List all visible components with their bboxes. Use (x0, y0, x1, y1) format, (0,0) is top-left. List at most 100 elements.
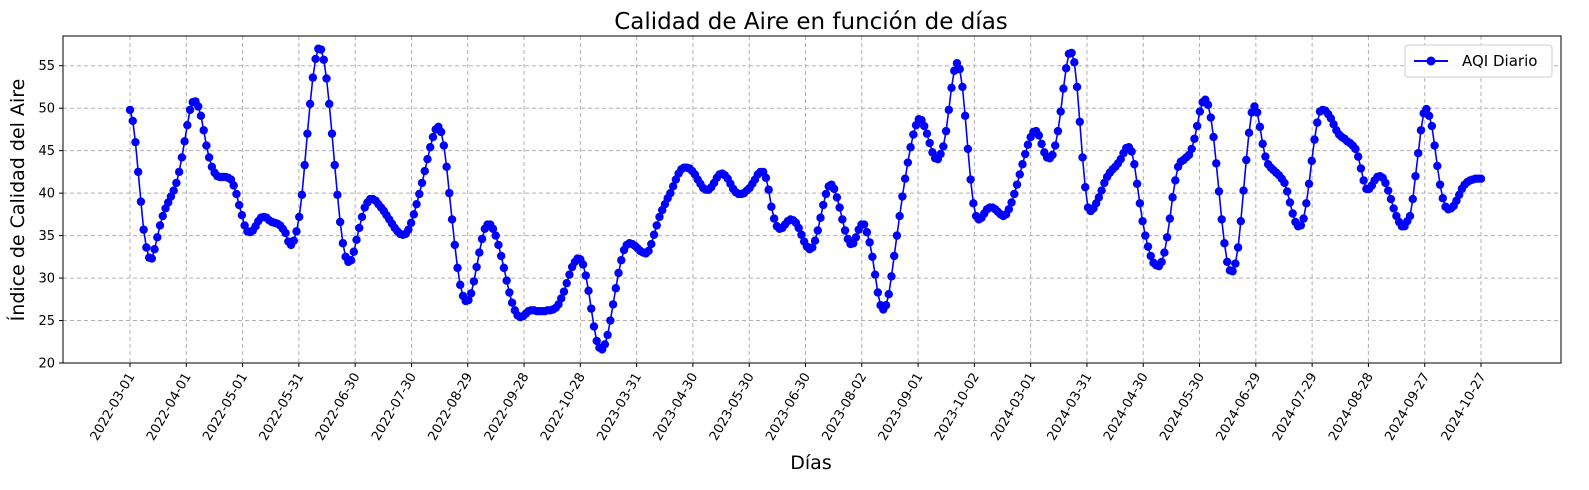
x-tick-label: 2023-04-30 (651, 371, 702, 444)
data-point (1258, 140, 1266, 148)
data-point (1171, 176, 1179, 184)
data-point (470, 277, 478, 285)
data-point (322, 74, 330, 82)
x-tick-label: 2024-07-29 (1270, 371, 1321, 444)
plot-frame (63, 36, 1561, 363)
data-point (1160, 248, 1168, 256)
data-point (874, 288, 882, 296)
data-point (1283, 187, 1291, 195)
data-point (429, 133, 437, 141)
data-point (467, 289, 475, 297)
data-point (230, 181, 238, 189)
data-point (497, 252, 505, 260)
data-point (350, 248, 358, 256)
data-point (816, 214, 824, 222)
data-point (1138, 217, 1146, 225)
data-point (961, 112, 969, 120)
data-point (1436, 180, 1444, 188)
data-point (1280, 179, 1288, 187)
data-point (412, 200, 420, 208)
data-point (492, 231, 500, 239)
data-point (1048, 151, 1056, 159)
x-tick-label: 2024-03-31 (1045, 371, 1096, 444)
data-point (579, 260, 587, 268)
data-point (562, 279, 570, 287)
data-point (1212, 159, 1220, 167)
data-point (352, 236, 360, 244)
data-point (1299, 214, 1307, 222)
data-point (456, 281, 464, 289)
data-point (1067, 49, 1075, 57)
data-point (421, 167, 429, 175)
legend-entry-aqi-diario: AQI Diario (1462, 52, 1537, 70)
data-point (1007, 198, 1015, 206)
data-point (183, 121, 191, 129)
y-axis-ticks: 2025303540455055 (38, 59, 63, 371)
data-point (609, 300, 617, 308)
data-point (1256, 123, 1264, 131)
y-tick-label: 35 (38, 229, 55, 244)
data-point (295, 213, 303, 221)
data-point (292, 227, 300, 235)
data-point (317, 45, 325, 53)
data-point (860, 220, 868, 228)
data-point (1425, 112, 1433, 120)
data-point (1207, 113, 1215, 121)
data-point (1351, 145, 1359, 153)
x-tick-label: 2023-03-31 (594, 371, 645, 444)
data-point (1242, 156, 1250, 164)
data-point (306, 100, 314, 108)
data-point (1056, 107, 1064, 115)
data-point (1439, 194, 1447, 202)
data-point (426, 143, 434, 151)
data-point (923, 129, 931, 137)
data-point (415, 190, 423, 198)
data-point (1381, 179, 1389, 187)
data-point (1193, 122, 1201, 130)
data-point (1231, 259, 1239, 267)
data-point (1078, 153, 1086, 161)
data-point (1228, 267, 1236, 275)
data-point (1245, 129, 1253, 137)
data-point (148, 254, 156, 262)
y-axis-label: Índice de Calidad del Aire (6, 79, 29, 322)
x-tick-label: 2024-06-29 (1214, 371, 1265, 444)
data-point (180, 137, 188, 145)
data-point (936, 150, 944, 158)
data-point (442, 163, 450, 171)
data-point (1286, 198, 1294, 206)
data-point (614, 269, 622, 277)
data-point (336, 218, 344, 226)
y-tick-label: 20 (38, 357, 55, 372)
data-point (1133, 180, 1141, 188)
data-point (303, 129, 311, 137)
data-point (1081, 183, 1089, 191)
data-point (472, 263, 480, 271)
data-point (300, 161, 308, 169)
data-point (298, 191, 306, 199)
data-point (906, 143, 914, 151)
data-point (232, 190, 240, 198)
data-point (647, 240, 655, 248)
x-tick-label: 2022-06-30 (313, 371, 364, 444)
data-point (584, 287, 592, 295)
data-point (1076, 118, 1084, 126)
data-point (1357, 164, 1365, 172)
data-point (565, 270, 573, 278)
data-point (202, 141, 210, 149)
data-point (137, 197, 145, 205)
data-point (1070, 58, 1078, 66)
data-point (1051, 141, 1059, 149)
data-point (1387, 195, 1395, 203)
x-tick-label: 2023-08-02 (819, 371, 870, 444)
data-point (1411, 172, 1419, 180)
data-point (764, 186, 772, 194)
data-point (925, 139, 933, 147)
data-point (1166, 214, 1174, 222)
x-tick-label: 2022-05-31 (257, 371, 308, 444)
data-point (1010, 190, 1018, 198)
data-point (814, 226, 822, 234)
data-point (169, 186, 177, 194)
data-point (502, 276, 510, 284)
data-point (1305, 180, 1313, 188)
